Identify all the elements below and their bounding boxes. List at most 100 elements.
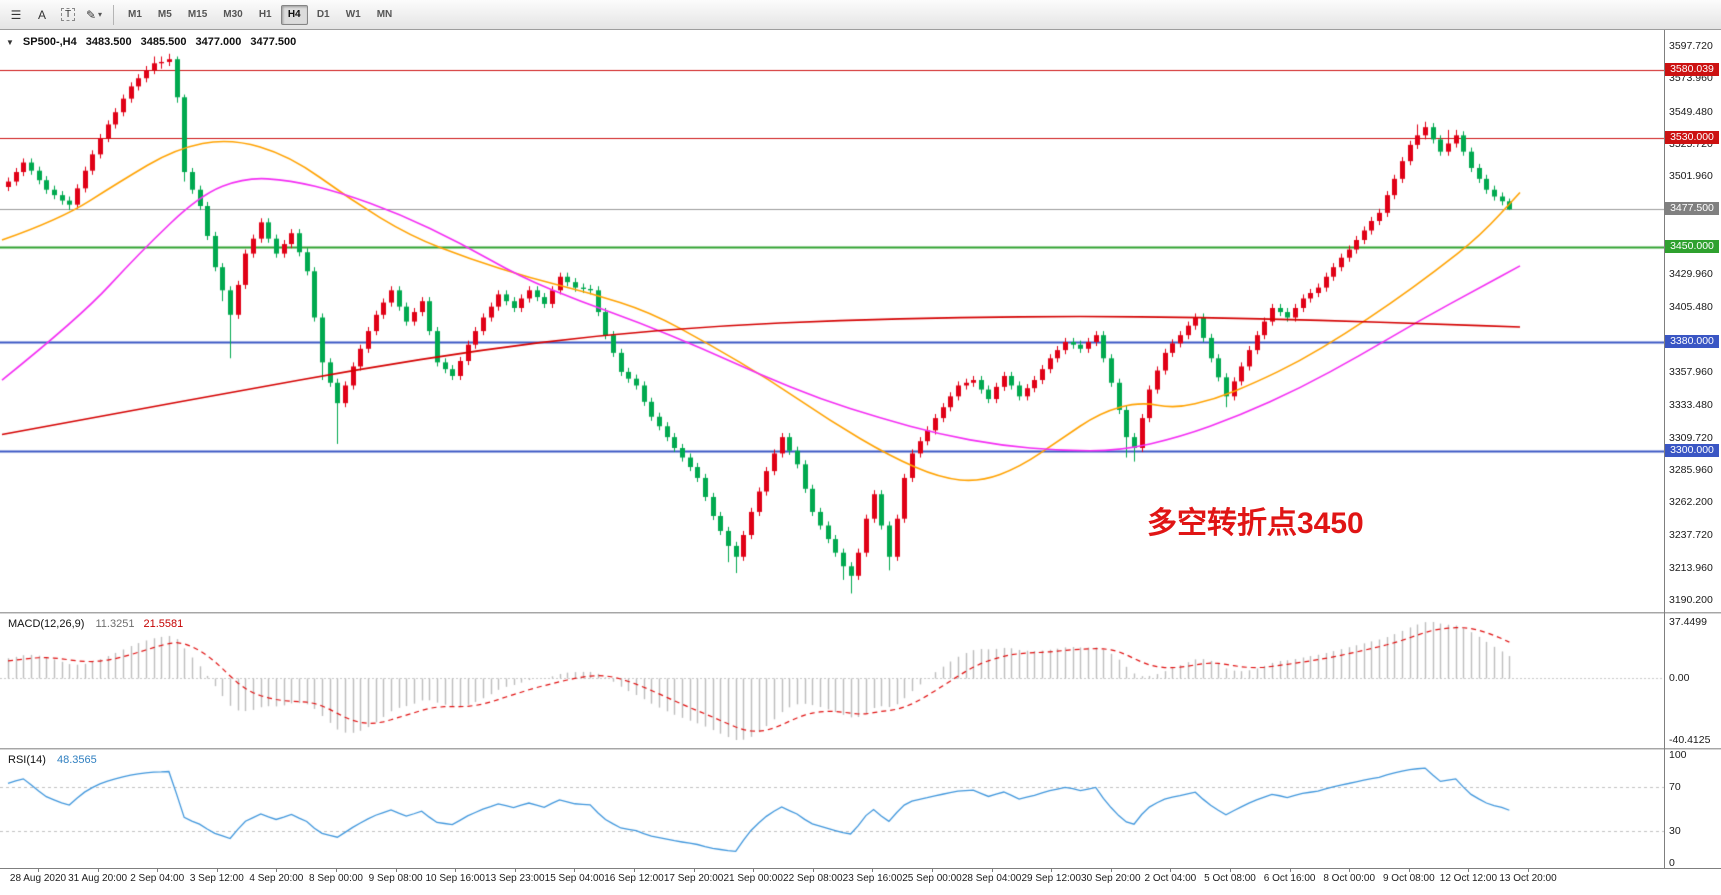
text-tool-button[interactable]: A <box>30 4 54 26</box>
price-axis-border[interactable] <box>1664 30 1665 868</box>
timeframe-mn-button[interactable]: MN <box>370 5 400 25</box>
rsi-axis-label: 30 <box>1669 824 1681 837</box>
draw-tool-button[interactable]: ✎ ▾ <box>82 4 106 26</box>
timeframe-h1-button[interactable]: H1 <box>252 5 279 25</box>
macd-signal-value: 21.5581 <box>143 618 184 630</box>
price-axis-label: 3262.200 <box>1669 496 1713 509</box>
time-axis-label: 28 Aug 2020 <box>9 873 67 884</box>
one-click-trading-icon[interactable]: ▼ <box>6 37 14 47</box>
time-axis-tick <box>514 868 516 872</box>
time-axis-label: 13 Oct 20:00 <box>1499 873 1557 884</box>
open-value: 3483.500 <box>85 36 132 48</box>
time-axis-tick <box>1289 868 1291 872</box>
time-axis-label: 29 Sep 12:00 <box>1021 873 1081 884</box>
macd-axis-label: -40.4125 <box>1669 734 1711 746</box>
time-axis-tick <box>872 868 874 872</box>
timeframe-m1-button[interactable]: M1 <box>121 5 149 25</box>
time-axis-label: 2 Sep 04:00 <box>130 873 185 884</box>
high-value: 3485.500 <box>140 36 187 48</box>
time-axis-tick <box>38 868 39 872</box>
timeframe-w1-button[interactable]: W1 <box>339 5 368 25</box>
time-axis-tick <box>634 868 635 872</box>
time-axis-tick <box>336 868 337 872</box>
macd-main-value: 11.3251 <box>95 618 135 630</box>
close-value: 3477.500 <box>250 36 297 48</box>
time-axis-label: 4 Sep 20:00 <box>249 873 304 884</box>
time-axis-tick <box>753 868 755 872</box>
time-axis-tick <box>693 868 695 872</box>
time-axis-tick <box>1528 868 1529 872</box>
price-axis-label: 3333.480 <box>1669 399 1713 412</box>
time-axis-label: 13 Sep 23:00 <box>485 873 545 884</box>
time-axis-label: 2 Oct 04:00 <box>1144 873 1197 884</box>
price-tag: 3530.000 <box>1665 131 1719 145</box>
price-tag: 3477.500 <box>1665 202 1719 216</box>
time-axis-label: 25 Sep 00:00 <box>902 873 962 884</box>
time-axis-tick <box>97 868 99 872</box>
time-axis-label: 16 Sep 12:00 <box>604 873 664 884</box>
time-axis-tick <box>1349 868 1351 872</box>
macd-chart-canvas[interactable] <box>0 614 1664 748</box>
time-axis-label: 6 Oct 16:00 <box>1263 873 1316 884</box>
price-chart-canvas[interactable] <box>0 30 1664 612</box>
macd-indicator-label: MACD(12,26,9) 11.3251 21.5581 <box>8 618 183 630</box>
price-axis-label: 3549.480 <box>1669 105 1713 118</box>
time-axis-tick <box>216 868 218 872</box>
time-axis-tick <box>395 868 397 872</box>
time-axis-border[interactable] <box>0 868 1721 869</box>
time-axis-tick <box>157 868 159 872</box>
price-tag: 3580.039 <box>1665 63 1719 77</box>
price-axis-label: 3190.200 <box>1669 594 1713 606</box>
rsi-chart-canvas[interactable] <box>0 750 1664 868</box>
price-axis-label: 3597.720 <box>1669 40 1713 52</box>
rsi-axis-label: 0 <box>1669 857 1675 869</box>
price-axis-label: 3309.720 <box>1669 431 1713 444</box>
time-axis-tick <box>1468 868 1470 872</box>
macd-axis-label: 37.4499 <box>1669 616 1707 628</box>
time-axis-label: 8 Sep 00:00 <box>309 873 363 884</box>
text-label-icon: T <box>60 8 76 21</box>
time-axis-label: 12 Oct 12:00 <box>1439 873 1498 884</box>
time-axis-tick <box>1408 868 1410 872</box>
charts-list-icon[interactable]: ☰ <box>4 4 28 26</box>
time-axis-label: 15 Sep 04:00 <box>544 873 605 884</box>
panel-separator[interactable] <box>0 748 1721 750</box>
timeframe-m30-button[interactable]: M30 <box>216 5 249 25</box>
timeframe-h4-button[interactable]: H4 <box>280 4 308 25</box>
time-axis-label: 28 Sep 04:00 <box>961 873 1022 884</box>
symbol-period-label: SP500-,H4 <box>22 36 77 48</box>
time-axis-label: 22 Sep 08:00 <box>783 873 843 884</box>
time-axis-tick <box>276 868 278 872</box>
timeframe-m5-button[interactable]: M5 <box>151 5 179 25</box>
time-axis-label: 23 Sep 16:00 <box>842 873 903 884</box>
time-axis-label: 9 Oct 08:00 <box>1382 873 1435 884</box>
price-axis-label: 3501.960 <box>1669 170 1713 183</box>
price-axis-label: 3405.480 <box>1669 301 1713 314</box>
chart-annotation: 多空转折点3450 <box>1147 507 1364 540</box>
time-axis-label: 17 Sep 20:00 <box>663 873 724 884</box>
price-tag: 3300.000 <box>1665 443 1719 457</box>
time-axis-label: 31 Aug 20:00 <box>68 873 128 884</box>
time-axis-tick <box>1230 868 1231 872</box>
rsi-indicator-label: RSI(14) 48.3565 <box>8 754 97 766</box>
time-axis-label: 8 Oct 00:00 <box>1323 873 1376 884</box>
price-axis-label: 3237.720 <box>1669 529 1713 542</box>
price-axis-label: 3213.960 <box>1669 561 1713 574</box>
timeframe-m15-button[interactable]: M15 <box>181 5 214 25</box>
rsi-name: RSI(14) <box>8 754 46 766</box>
timeframe-d1-button[interactable]: D1 <box>310 5 337 25</box>
time-axis-label: 10 Sep 16:00 <box>425 873 485 884</box>
time-axis-tick <box>1110 868 1112 872</box>
macd-name: MACD(12,26,9) <box>8 618 85 630</box>
time-axis-tick <box>574 868 576 872</box>
time-axis-tick <box>932 868 933 872</box>
panel-separator[interactable] <box>0 612 1721 614</box>
price-tag: 3380.000 <box>1665 334 1719 348</box>
time-axis-tick <box>1170 868 1172 872</box>
chart-ohlc-header: ▼ SP500-,H4 3483.500 3485.500 3477.000 3… <box>6 36 296 48</box>
label-tool-button[interactable]: T <box>56 4 80 26</box>
time-axis-tick <box>812 868 814 872</box>
price-axis-label: 3285.960 <box>1669 463 1713 476</box>
macd-axis-label: 0.00 <box>1669 672 1690 685</box>
low-value: 3477.000 <box>195 36 242 48</box>
